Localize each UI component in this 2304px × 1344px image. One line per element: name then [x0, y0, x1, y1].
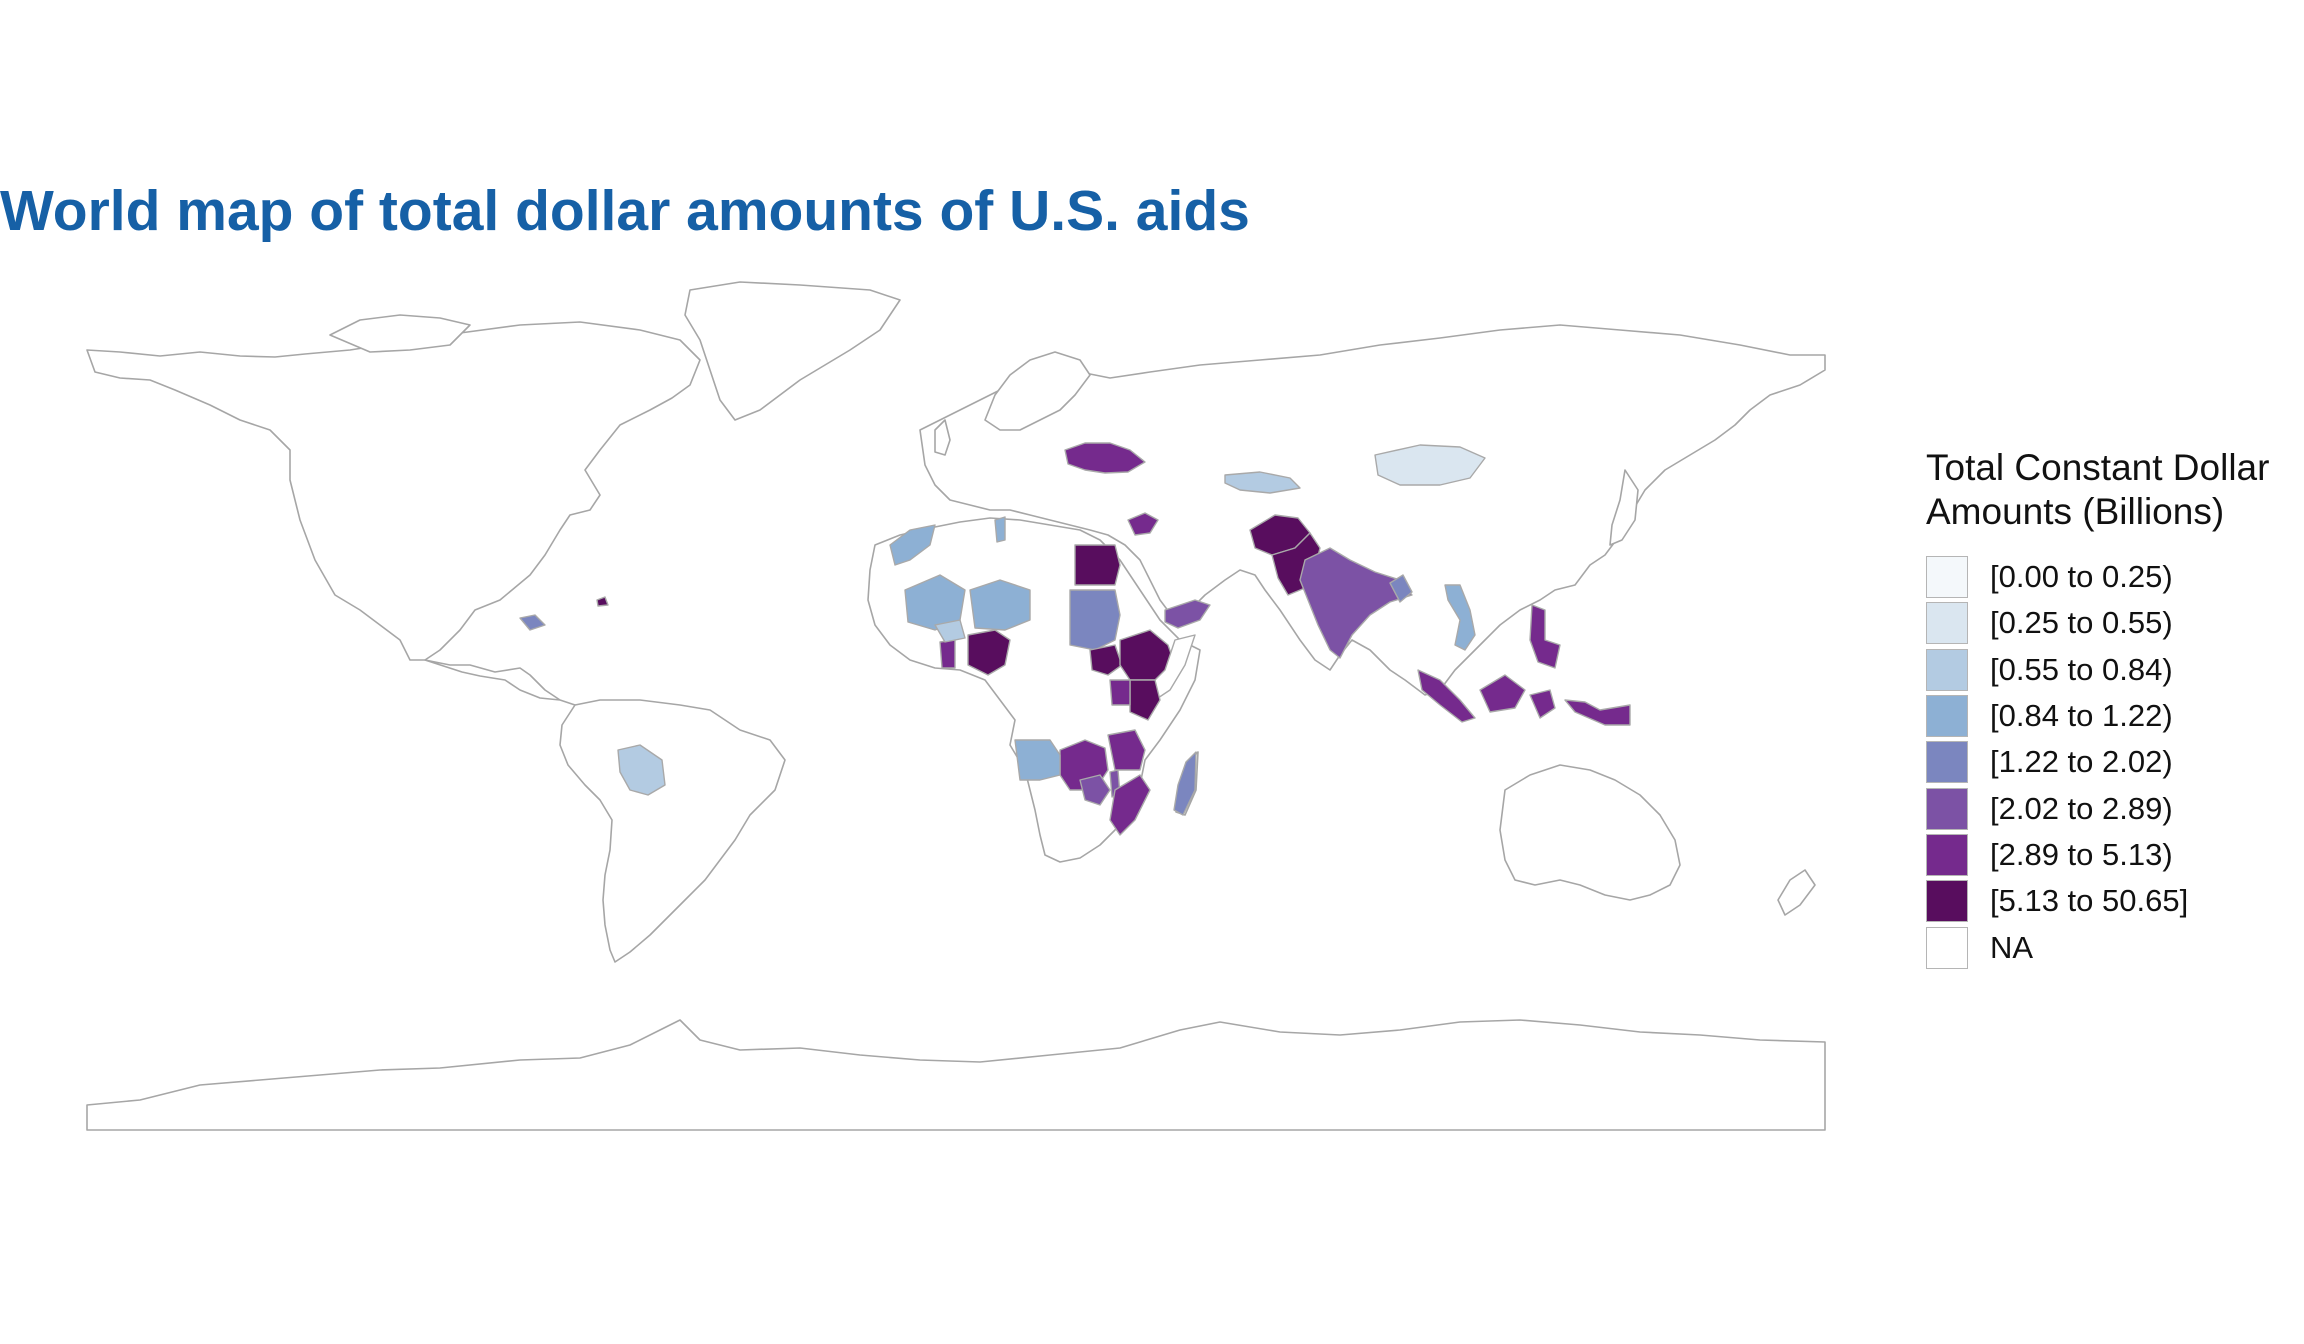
- country-madagascar: [1173, 751, 1197, 816]
- legend-swatch: [1926, 880, 1968, 923]
- map-title: World map of total dollar amounts of U.S…: [0, 179, 1250, 243]
- legend-item: [5.13 to 50.65]: [1926, 878, 2296, 924]
- base-land: [86, 281, 1826, 1131]
- country-bangladesh: [1389, 574, 1413, 603]
- legend-label: NA: [1990, 929, 2034, 965]
- country-niger: [969, 579, 1031, 631]
- country-jordan: [1127, 512, 1159, 536]
- country-zambia: [1079, 774, 1111, 806]
- land-south-america: [559, 699, 786, 963]
- legend-item: [0.84 to 1.22): [1926, 693, 2296, 739]
- legend: Total Constant Dollar Amounts (Billions)…: [1926, 446, 2296, 971]
- legend-swatch: [1926, 926, 1968, 969]
- legend-label: [1.22 to 2.02): [1990, 744, 2173, 780]
- legend-label: [2.89 to 5.13): [1990, 836, 2173, 872]
- legend-items: [0.00 to 0.25) [0.25 to 0.55) [0.55 to 0…: [1926, 554, 2296, 971]
- legend-item: [0.55 to 0.84): [1926, 647, 2296, 693]
- land-greenland: [684, 281, 901, 421]
- legend-item: NA: [1926, 924, 2296, 970]
- legend-title-line2: Amounts (Billions): [1926, 491, 2225, 532]
- country-tanzania: [1107, 729, 1146, 771]
- land-central-america: [424, 659, 576, 706]
- country-egypt: [1074, 544, 1121, 586]
- land-antarctica: [86, 1019, 1826, 1131]
- legend-label: [0.25 to 0.55): [1990, 605, 2173, 641]
- legend-swatch: [1926, 695, 1968, 738]
- country-vietnam: [1444, 584, 1476, 651]
- country-kenya: [1129, 679, 1161, 721]
- country-sudan: [1069, 589, 1121, 651]
- land-arctic-islands: [329, 314, 471, 353]
- countries: [519, 442, 1631, 836]
- legend-swatch: [1926, 556, 1968, 599]
- country-somalia: [1149, 634, 1196, 701]
- legend-item: [0.00 to 0.25): [1926, 554, 2296, 600]
- country-angola: [1014, 739, 1061, 781]
- legend-title: Total Constant Dollar Amounts (Billions): [1926, 446, 2296, 534]
- legend-swatch: [1926, 648, 1968, 691]
- legend-label: [5.13 to 50.65]: [1990, 883, 2189, 919]
- country-mozambique: [1109, 774, 1151, 836]
- land-uk: [934, 419, 951, 456]
- country-indonesia: [1417, 669, 1631, 726]
- country-philippines: [1529, 604, 1561, 669]
- legend-swatch: [1926, 741, 1968, 784]
- country-south-sudan: [1089, 644, 1123, 676]
- country-haiti: [596, 596, 609, 607]
- country-india: [1299, 547, 1413, 659]
- legend-item: [2.02 to 2.89): [1926, 785, 2296, 831]
- country-burkina-faso: [934, 619, 966, 643]
- land-japan: [1609, 469, 1639, 546]
- country-ukraine: [1064, 442, 1146, 474]
- land-europe-asia: [919, 324, 1826, 696]
- country-ghana: [939, 639, 956, 669]
- legend-item: [2.89 to 5.13): [1926, 832, 2296, 878]
- country-honduras: [519, 614, 546, 631]
- legend-label: [0.84 to 1.22): [1990, 698, 2173, 734]
- land-north-america: [86, 321, 701, 661]
- land-australia: [1499, 764, 1681, 901]
- legend-label: [0.00 to 0.25): [1990, 559, 2173, 595]
- country-mongolia: [1374, 444, 1486, 486]
- legend-swatch: [1926, 787, 1968, 830]
- legend-item: [0.25 to 0.55): [1926, 600, 2296, 646]
- legend-swatch: [1926, 833, 1968, 876]
- legend-label: [0.55 to 0.84): [1990, 651, 2173, 687]
- country-tunisia: [994, 516, 1006, 543]
- land-new-zealand: [1777, 869, 1816, 916]
- legend-item: [1.22 to 2.02): [1926, 739, 2296, 785]
- country-yemen: [1164, 599, 1211, 629]
- land-scandinavia: [984, 351, 1091, 431]
- legend-title-line1: Total Constant Dollar: [1926, 447, 2270, 488]
- legend-label: [2.02 to 2.89): [1990, 790, 2173, 826]
- country-morocco: [889, 524, 936, 566]
- country-bolivia: [617, 744, 666, 796]
- legend-swatch: [1926, 602, 1968, 645]
- country-kyrgyzstan: [1224, 471, 1301, 494]
- country-uganda: [1109, 679, 1131, 706]
